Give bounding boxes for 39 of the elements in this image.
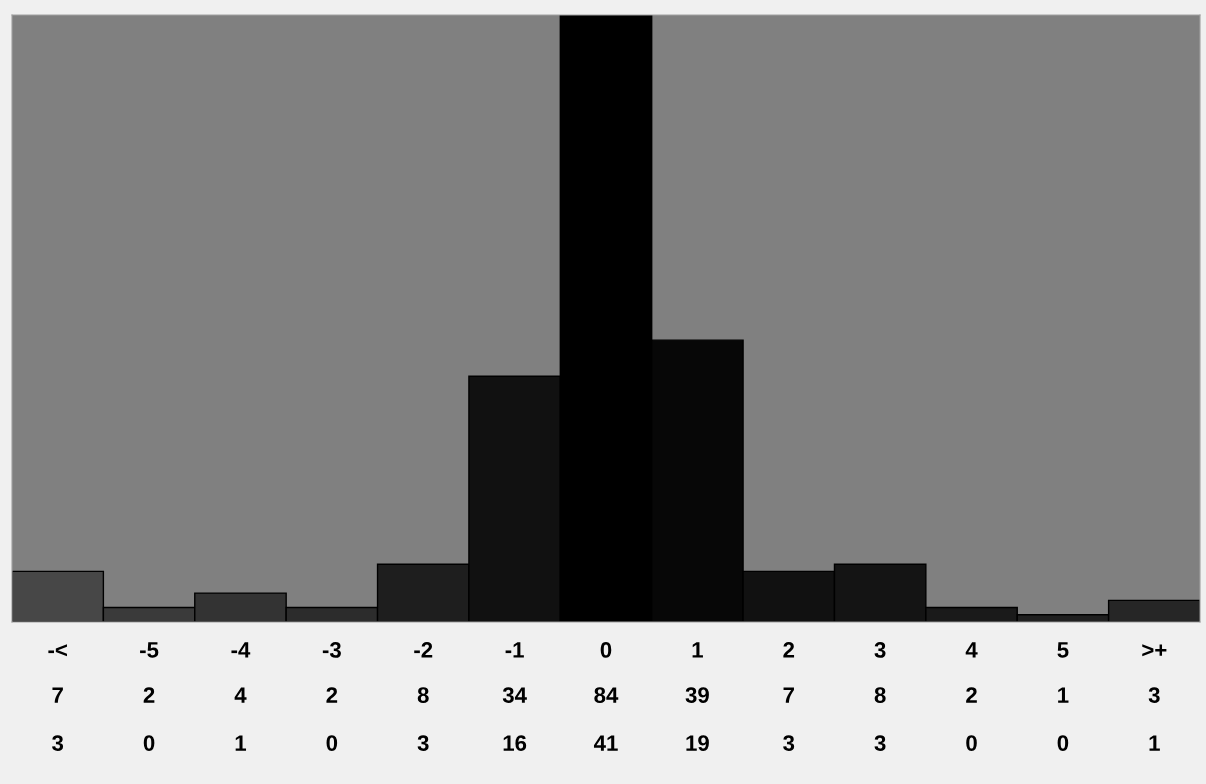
x-tick-label: 4 xyxy=(965,642,978,658)
data-label: 7 xyxy=(52,687,63,703)
data-label: 39 xyxy=(685,687,709,703)
data-label: 7 xyxy=(783,687,794,703)
text: 1 xyxy=(1149,735,1160,751)
x-tick-label: 1 xyxy=(692,642,703,658)
data-label: 2 xyxy=(966,687,977,703)
x-tick-label: 0 xyxy=(600,642,612,658)
text: 0 xyxy=(143,735,155,751)
text: 3 xyxy=(417,735,429,751)
x-tick-label: -5 xyxy=(140,642,159,658)
text: 3 xyxy=(874,735,886,751)
data-label: 84 xyxy=(594,687,619,703)
text: 19 xyxy=(686,735,709,751)
x-tick-label: 3 xyxy=(874,642,886,658)
text: 0 xyxy=(1057,735,1069,751)
text: 3 xyxy=(783,735,795,751)
text: 41 xyxy=(593,735,618,751)
data-label: 4 xyxy=(234,687,247,703)
x-tick-label: -< xyxy=(48,644,67,657)
x-tick-label: 2 xyxy=(783,642,795,658)
text: 16 xyxy=(503,735,527,751)
text: 0 xyxy=(326,735,338,751)
x-tick-label: 5 xyxy=(1057,642,1069,658)
x-tick-label: >+ xyxy=(1142,644,1167,657)
x-tick-label: -2 xyxy=(414,642,433,658)
text: 3 xyxy=(52,735,64,751)
x-tick-label: -1 xyxy=(505,642,524,658)
data-label: 34 xyxy=(502,687,527,703)
data-label: 2 xyxy=(143,687,155,703)
data-label: 2 xyxy=(326,687,338,703)
text: 0 xyxy=(966,735,977,751)
data-label: 1 xyxy=(1058,687,1069,703)
text: 1 xyxy=(235,735,247,751)
data-label: 3 xyxy=(1148,687,1160,703)
data-label: 8 xyxy=(417,687,429,703)
x-tick-label: -4 xyxy=(231,642,251,658)
data-label: 8 xyxy=(874,687,886,703)
x-tick-label: -3 xyxy=(322,642,341,658)
